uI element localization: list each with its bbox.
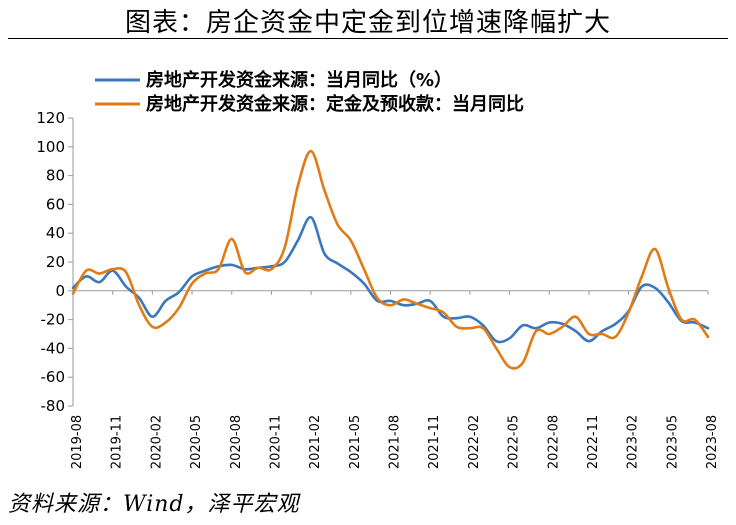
- series-lines: [71, 149, 710, 370]
- y-tick-label: -20: [41, 311, 66, 329]
- chart-title: 图表：房企资金中定金到位增速降幅扩大: [124, 8, 611, 38]
- x-tick-label: 2022-11: [586, 415, 601, 469]
- legend: 房地产开发资金来源：当月同比（%） 房地产开发资金来源：定金及预收款：当月同比: [95, 69, 524, 115]
- x-tick-label: 2019-08: [70, 415, 85, 469]
- y-tick-label: -60: [41, 368, 66, 386]
- x-tick-label: 2019-11: [110, 415, 125, 469]
- y-tick-label: 60: [46, 195, 65, 213]
- y-tick-label: 100: [36, 138, 65, 156]
- x-tick-label: 2022-05: [507, 415, 522, 469]
- series-line-total: [71, 216, 710, 344]
- x-tick-label: 2022-08: [546, 415, 561, 469]
- x-tick-label: 2020-02: [149, 415, 164, 469]
- series-line-deposits: [71, 149, 710, 370]
- x-tick-label: 2021-11: [427, 415, 442, 469]
- y-tick-label: 120: [36, 109, 65, 127]
- x-tick-label: 2021-08: [388, 415, 403, 469]
- title-divider: [8, 38, 728, 39]
- y-axis: -80 -60 -40 -20 0 20 40 60 80 100 120: [36, 109, 74, 415]
- x-axis: 2019-08 2019-11 2020-02 2020-05 2020-08 2020-…: [70, 290, 720, 469]
- y-tick-label: 0: [55, 282, 65, 300]
- source-note: 资料来源：Wind，泽平宏观: [8, 492, 300, 517]
- x-tick-label: 2023-02: [626, 415, 641, 469]
- y-tick-label: 80: [46, 167, 65, 185]
- x-tick-label: 2023-08: [705, 415, 720, 469]
- x-tick-label: 2021-02: [308, 415, 323, 469]
- x-tick-label: 2022-02: [467, 415, 482, 469]
- legend-label-total: 房地产开发资金来源：当月同比（%）: [146, 69, 452, 91]
- x-tick-label: 2021-05: [348, 415, 363, 469]
- x-tick-label: 2020-05: [189, 415, 204, 469]
- x-tick-label: 2020-08: [229, 415, 244, 469]
- x-tick-label: 2020-11: [268, 415, 283, 469]
- y-tick-label: 20: [46, 253, 65, 271]
- x-tick-label: 2023-05: [665, 415, 680, 469]
- y-tick-label: -40: [41, 339, 66, 357]
- y-tick-label: -80: [41, 397, 66, 415]
- legend-label-deposits: 房地产开发资金来源：定金及预收款：当月同比: [146, 93, 524, 115]
- y-tick-label: 40: [46, 224, 65, 242]
